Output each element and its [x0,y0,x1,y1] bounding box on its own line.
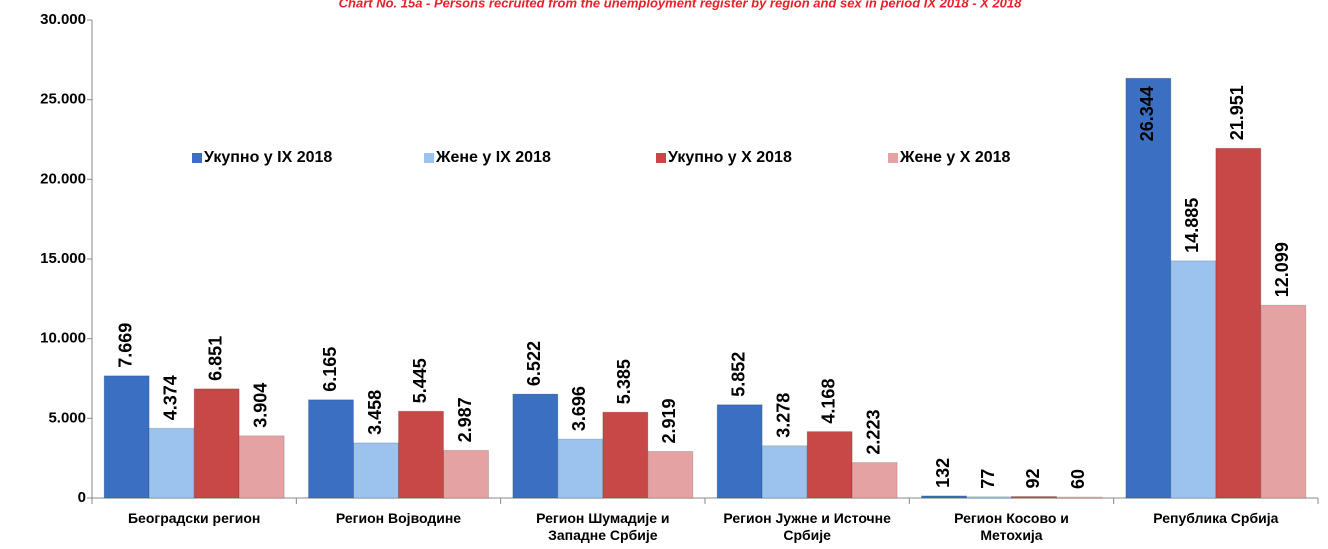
bar [602,411,649,499]
value-label: 2.919 [659,398,679,443]
legend-swatch [424,153,434,163]
bar [103,375,150,499]
bar [557,438,604,499]
bar [647,450,694,499]
value-label: 5.445 [410,358,430,403]
y-tick-label: 25.000 [40,91,86,108]
bar [966,496,1012,499]
value-label: 60 [1068,469,1088,489]
bar [1011,496,1057,499]
value-label: 12.099 [1272,242,1292,297]
bar [398,410,444,499]
bar [1215,147,1262,499]
bar [148,427,195,499]
bar [851,462,898,499]
value-label: 21.951 [1227,85,1247,140]
y-tick-label: 5.000 [48,409,86,426]
x-tick-label: Република Србија [1153,510,1279,526]
y-tick-label: 30.000 [40,11,86,28]
bar [921,495,967,499]
bar [1056,496,1102,500]
x-tick-label: Регион Војводине [335,510,462,526]
value-label: 26.344 [1137,86,1157,141]
legend-label: Жене у X 2018 [899,149,1011,166]
value-label: 7.669 [115,323,135,368]
y-tick-label: 15.000 [40,250,86,267]
value-label: 3.458 [365,390,385,435]
chart-title: Chart No. 15a - Persons recruited from t… [339,0,1022,10]
legend-swatch [192,153,202,163]
bar [761,445,808,499]
bar [716,404,763,499]
bar [193,388,240,499]
value-label: 3.278 [773,393,793,438]
legend-swatch [656,153,666,163]
legend-label: Укупно у IX 2018 [204,149,332,166]
legend-label: Жене у IX 2018 [435,149,551,166]
bar [353,442,399,499]
bar [238,435,285,499]
bar [1125,77,1172,499]
value-label: 132 [933,458,953,488]
bar [308,399,354,499]
value-label: 5.852 [728,352,748,397]
x-tick-label: Регион Јужне и Источне Србије [723,510,891,543]
bar [1170,260,1217,499]
bar [1260,304,1307,499]
value-label: 2.987 [455,397,475,442]
value-label: 4.374 [160,375,180,420]
x-tick-label: Регион Косово и Метохија [954,510,1069,543]
value-label: 5.385 [614,359,634,404]
legend-swatch [888,153,898,163]
y-tick-label: 0 [78,489,86,506]
value-label: 6.851 [205,336,225,381]
value-label: 14.885 [1182,198,1202,253]
value-label: 3.904 [250,383,270,428]
y-tick-label: 20.000 [40,170,86,187]
value-label: 77 [978,469,998,489]
x-tick-label: Београдски регион [127,510,261,526]
y-tick-label: 10.000 [40,330,86,347]
legend-label: Укупно у X 2018 [668,149,792,166]
value-label: 6.522 [524,341,544,386]
bar [512,393,559,499]
bar [443,449,489,499]
bar [806,431,853,499]
value-label: 3.696 [569,386,589,431]
value-label: 92 [1023,469,1043,489]
value-label: 6.165 [320,347,340,392]
value-label: 2.223 [863,410,883,455]
x-tick-label: Регион Шумадије и Западне Србије [536,510,670,543]
value-label: 4.168 [818,379,838,424]
